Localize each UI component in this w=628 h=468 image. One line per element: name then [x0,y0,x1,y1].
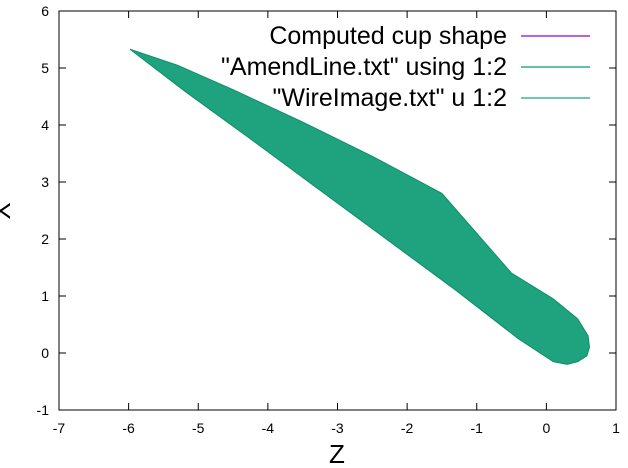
y-tick-label: 1 [41,288,49,304]
x-tick-label: -7 [53,420,66,436]
x-tick-label: -1 [471,420,484,436]
y-axis-title: X [0,202,16,219]
series-layer [129,48,591,365]
y-tick-label: 2 [41,231,49,247]
y-tick-label: 0 [41,345,49,361]
x-tick-label: -4 [262,420,275,436]
wireimage-band [129,48,591,365]
y-axis-ticks: -1 0 1 2 3 4 5 6 [37,3,616,418]
y-tick-label: 3 [41,174,49,190]
y-tick-label: -1 [37,402,50,418]
legend: Computed cup shape "AmendLine.txt" using … [221,22,590,112]
y-tick-label: 5 [41,60,49,76]
x-tick-label: -6 [122,420,135,436]
legend-label: "AmendLine.txt" using 1:2 [221,53,507,81]
x-tick-label: 1 [612,420,620,436]
x-axis-ticks: -7 -6 -5 -4 -3 -2 -1 0 1 [53,11,620,436]
x-tick-label: 0 [542,420,550,436]
y-tick-label: 6 [41,3,49,19]
x-tick-label: -2 [401,420,414,436]
y-tick-label: 4 [41,117,49,133]
legend-label: "WireImage.txt" u 1:2 [273,84,508,112]
x-axis-title: Z [329,439,345,468]
x-tick-label: -5 [192,420,205,436]
x-tick-label: -3 [331,420,344,436]
legend-label: Computed cup shape [269,22,507,50]
